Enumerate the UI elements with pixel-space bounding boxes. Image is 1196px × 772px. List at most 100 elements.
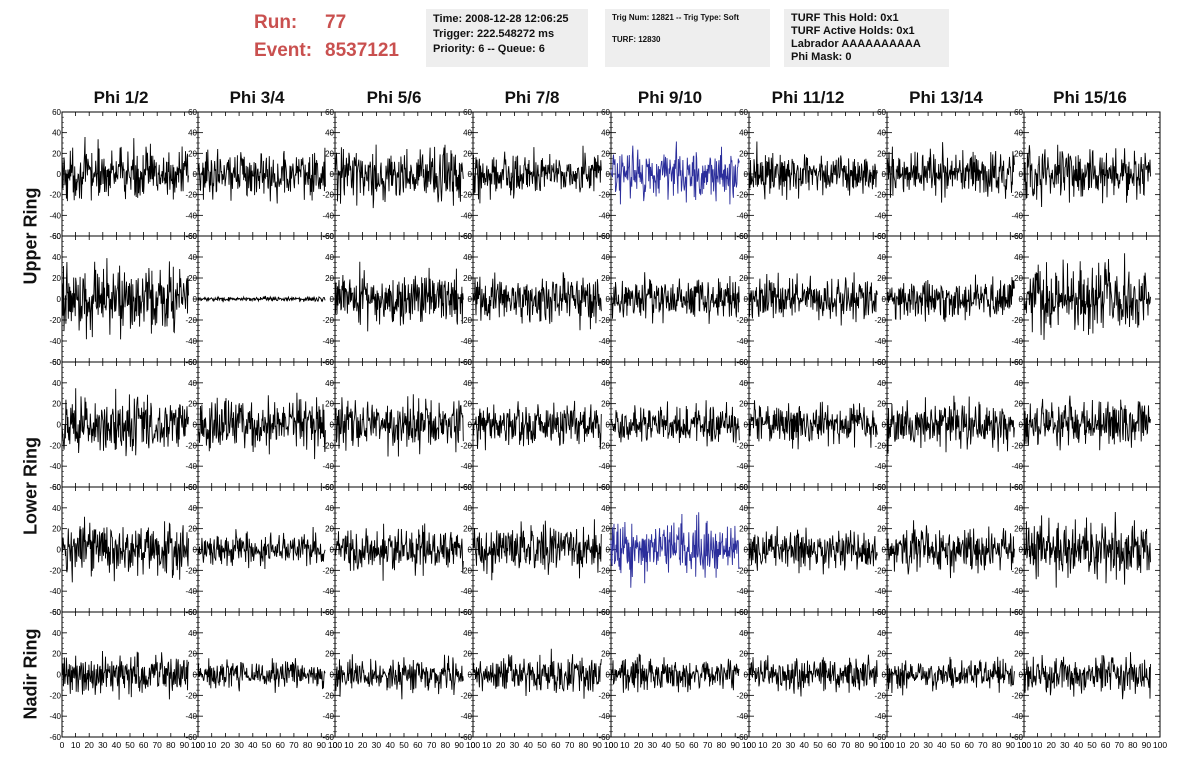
y-tick-label: 60	[877, 358, 886, 367]
y-tick-label: -20	[598, 441, 610, 450]
y-tick-label: 40	[188, 504, 197, 513]
y-tick-label: 40	[1014, 629, 1023, 638]
panel-frame	[886, 486, 1025, 613]
y-tick-label: 60	[739, 483, 748, 492]
x-tick-label: 40	[523, 740, 533, 750]
y-tick-label: 20	[601, 274, 610, 283]
y-tick-label: -20	[1011, 691, 1023, 700]
y-tick-label: -40	[1011, 712, 1023, 721]
x-tick-label: 80	[855, 740, 865, 750]
y-tick-label: 60	[325, 483, 334, 492]
y-tick-label: 40	[877, 629, 886, 638]
y-tick-label: 60	[877, 483, 886, 492]
y-tick-label: 60	[877, 108, 886, 117]
y-tick-label: 0	[1019, 295, 1024, 304]
y-tick-label: 40	[601, 129, 610, 138]
x-tick-label: 0	[1022, 740, 1027, 750]
y-tick-label: 0	[744, 295, 749, 304]
y-tick-label: 60	[601, 358, 610, 367]
x-tick-label: 40	[248, 740, 258, 750]
y-tick-label: 0	[744, 546, 749, 555]
x-tick-label: 80	[992, 740, 1002, 750]
y-tick-label: -20	[874, 566, 886, 575]
y-tick-label: 60	[52, 108, 61, 117]
waveform-trace	[610, 653, 740, 693]
waveform-panel-r1-c0: -60 -40 -20 0 20 40 60	[49, 232, 199, 367]
y-tick-label: 40	[52, 504, 61, 513]
y-tick-label: 20	[188, 149, 197, 158]
y-tick-label: -20	[736, 691, 748, 700]
x-tick-label: 0	[609, 740, 614, 750]
y-tick-label: 40	[739, 629, 748, 638]
x-tick-label: 70	[289, 740, 299, 750]
y-tick-label: 60	[601, 232, 610, 241]
y-tick-label: 0	[744, 671, 749, 680]
x-tick-label: 50	[951, 740, 961, 750]
y-tick-label: 20	[52, 274, 61, 283]
y-tick-label: 0	[57, 295, 62, 304]
y-tick-label: 60	[601, 608, 610, 617]
y-tick-label: 60	[739, 108, 748, 117]
y-tick-label: 0	[330, 421, 335, 430]
waveform-trace	[748, 141, 878, 200]
x-tick-label: 60	[551, 740, 561, 750]
x-tick-label: 70	[978, 740, 988, 750]
run-value: 77	[325, 12, 347, 33]
y-tick-label: 0	[57, 671, 62, 680]
y-tick-label: 20	[52, 525, 61, 534]
y-tick-label: 0	[606, 421, 611, 430]
y-tick-label: 60	[739, 358, 748, 367]
waveform-trace	[886, 395, 1015, 454]
y-tick-label: -60	[49, 358, 61, 367]
y-tick-label: 40	[52, 379, 61, 388]
y-tick-label: 0	[1019, 170, 1024, 179]
y-tick-label: -40	[49, 712, 61, 721]
waveform-trace	[610, 400, 740, 447]
y-tick-label: -40	[598, 337, 610, 346]
x-tick-label: 50	[813, 740, 823, 750]
y-tick-label: 20	[188, 525, 197, 534]
x-tick-label: 30	[372, 740, 382, 750]
y-tick-label: 60	[188, 358, 197, 367]
y-tick-label: 20	[463, 149, 472, 158]
y-tick-label: 60	[463, 608, 472, 617]
y-tick-label: 0	[882, 295, 887, 304]
x-tick-label: 20	[634, 740, 644, 750]
y-tick-label: -20	[49, 441, 61, 450]
y-tick-label: 40	[1014, 253, 1023, 262]
y-tick-label: 0	[468, 421, 473, 430]
y-tick-label: 0	[193, 170, 198, 179]
y-tick-label: 0	[882, 671, 887, 680]
y-tick-label: -20	[322, 566, 334, 575]
y-tick-label: -40	[1011, 587, 1023, 596]
waveform-trace	[334, 654, 464, 700]
waveform-trace	[886, 656, 1015, 696]
y-tick-label: 0	[468, 295, 473, 304]
waveform-trace	[886, 142, 1015, 203]
x-tick-label: 70	[565, 740, 575, 750]
waveform-trace	[472, 272, 602, 331]
y-tick-label: 20	[739, 274, 748, 283]
waveform-trace	[1023, 144, 1151, 208]
y-tick-label: -40	[49, 462, 61, 471]
y-tick-label: -60	[460, 733, 472, 742]
y-tick-label: 0	[468, 546, 473, 555]
y-tick-label: -60	[874, 733, 886, 742]
x-tick-label: 60	[413, 740, 423, 750]
y-tick-label: -20	[185, 441, 197, 450]
column-title-phi-9-10: Phi 9/10	[637, 88, 703, 107]
time-trigger-box: Time: 2008-12-28 12:06:25 Trigger: 222.5…	[426, 9, 588, 67]
y-tick-label: -40	[185, 587, 197, 596]
y-tick-label: 20	[1014, 149, 1023, 158]
y-tick-label: 40	[877, 379, 886, 388]
y-tick-label: -40	[460, 712, 472, 721]
y-tick-label: 0	[57, 546, 62, 555]
y-tick-label: 60	[1014, 358, 1023, 367]
